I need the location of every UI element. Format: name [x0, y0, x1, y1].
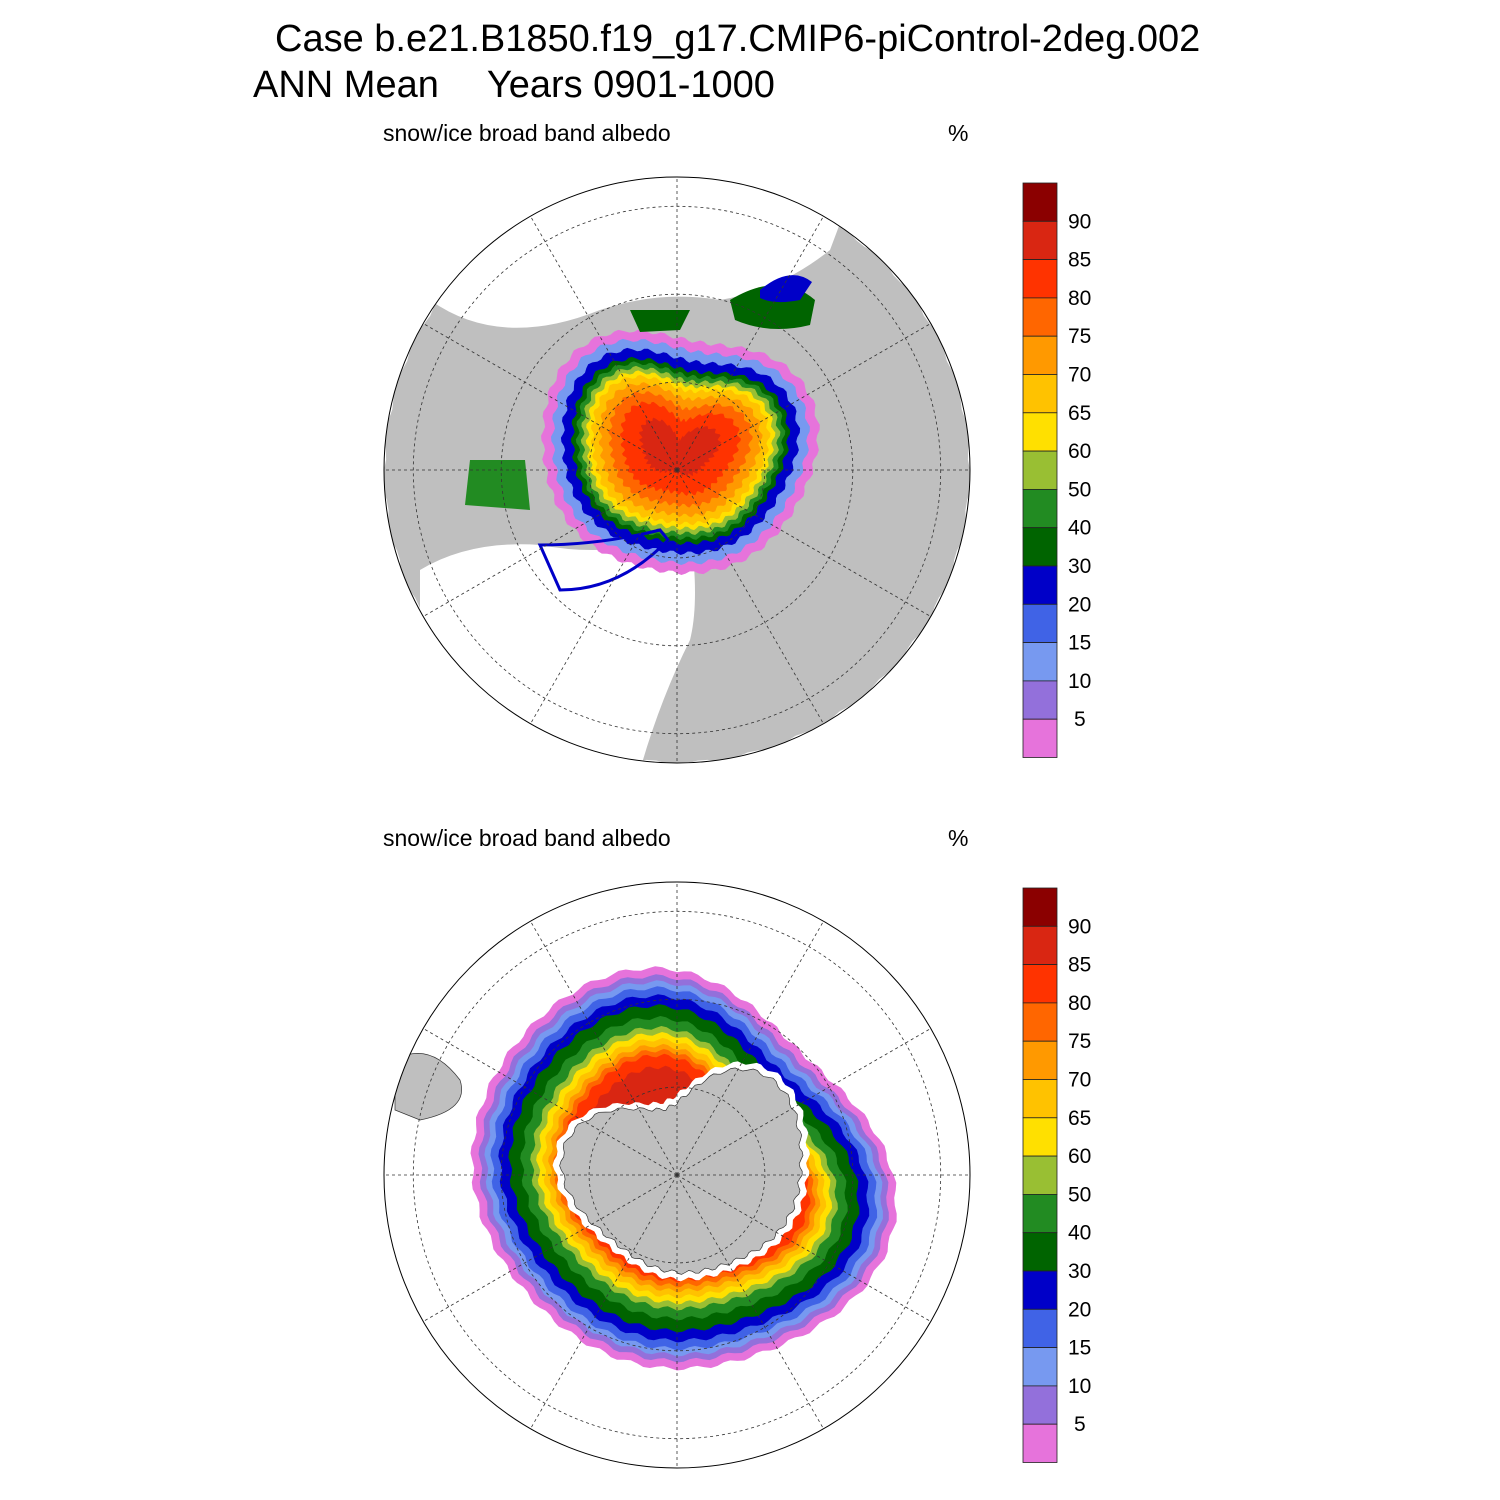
colorbar-box — [1022, 565, 1058, 605]
colorbar-label: 10 — [1068, 1375, 1091, 1398]
colorbar-box — [1022, 182, 1058, 222]
antarctica — [559, 1067, 804, 1275]
colorbar-label: 60 — [1068, 440, 1091, 463]
sh-map-title: snow/ice broad band albedo — [383, 825, 671, 851]
colorbar-box — [1022, 1270, 1058, 1310]
map-border — [383, 176, 971, 764]
colorbar-label: 90 — [1068, 210, 1091, 233]
longitude-line — [423, 1028, 678, 1176]
colorbar-label: 30 — [1068, 1260, 1091, 1283]
colorbar-box — [1022, 1040, 1058, 1080]
longitude-line — [676, 323, 931, 471]
bering-ice — [630, 310, 690, 332]
hudson-bay-ice — [465, 460, 530, 510]
colorbar-box — [1022, 718, 1058, 758]
longitude-line — [530, 216, 678, 471]
colorbar-box — [1022, 1308, 1058, 1349]
colorbar-label: 30 — [1068, 555, 1091, 578]
colorbar-label: 70 — [1068, 364, 1091, 387]
colorbar-label: 5 — [1074, 708, 1086, 731]
longitude-line — [676, 1028, 931, 1176]
longitude-line — [676, 469, 824, 724]
latitude-line — [412, 205, 942, 735]
longitude-line — [676, 1174, 931, 1322]
colorbar-label: 40 — [1068, 517, 1091, 540]
longitude-line — [423, 323, 678, 471]
colorbar-box — [1022, 297, 1058, 337]
colorbar-box — [1022, 680, 1058, 720]
longitude-line — [676, 469, 931, 617]
nh-polar-map: 90 85 80 75 70 65 60 50 40 30 20 15 10 5 — [383, 176, 1091, 764]
ice-edge — [537, 528, 670, 592]
colorbar-label: 75 — [1068, 1030, 1091, 1053]
longitude-line — [530, 921, 678, 1176]
colorbar-label: 80 — [1068, 992, 1091, 1015]
colorbar-label: 20 — [1068, 593, 1091, 616]
longitude-line — [676, 216, 824, 471]
map-border — [383, 881, 971, 1469]
longitude-line — [676, 921, 824, 1176]
colorbar-label: 40 — [1068, 1222, 1091, 1245]
colorbar-label: 50 — [1068, 478, 1091, 501]
colorbar-label: 85 — [1068, 954, 1091, 977]
colorbar-box — [1022, 1423, 1058, 1463]
colorbar-label: 70 — [1068, 1069, 1091, 1092]
longitude-line — [676, 1174, 824, 1429]
season-label: ANN Mean — [253, 64, 439, 106]
colorbar-box — [1022, 1232, 1058, 1272]
sea-ice-contour — [639, 417, 722, 477]
longitude-line — [423, 469, 678, 617]
longitude-line — [423, 1174, 678, 1322]
colorbar-box — [1022, 412, 1058, 452]
colorbar-box — [1022, 335, 1058, 375]
latitude-line — [588, 1086, 766, 1264]
colorbar-box — [1022, 925, 1058, 965]
years-label: Years 0901-1000 — [486, 64, 775, 106]
colorbar-label: 65 — [1068, 402, 1091, 425]
colorbar-box — [1022, 964, 1058, 1004]
colorbar-label: 75 — [1068, 325, 1091, 348]
colorbar-label: 15 — [1068, 1337, 1091, 1360]
colorbar-label: 5 — [1074, 1413, 1086, 1436]
colorbar-box — [1022, 1194, 1058, 1234]
colorbar-box — [1022, 1385, 1058, 1425]
nh-map-title: snow/ice broad band albedo — [383, 120, 671, 146]
colorbar-box — [1022, 1347, 1058, 1387]
colorbar-label: 20 — [1068, 1298, 1091, 1321]
okhotsk-ice-edge — [760, 275, 812, 303]
colorbar-box — [1022, 1155, 1058, 1195]
sh-units: % — [948, 825, 969, 851]
colorbar-box — [1022, 259, 1058, 299]
figure-title: Case b.e21.B1850.f19_g17.CMIP6-piControl… — [275, 18, 1201, 60]
colorbar-label: 65 — [1068, 1107, 1091, 1130]
colorbar-label: 85 — [1068, 249, 1091, 272]
sh-polar-map: 90 85 80 75 70 65 60 50 40 30 20 15 10 5 — [383, 881, 1091, 1469]
colorbar-label: 90 — [1068, 915, 1091, 938]
longitude-line — [530, 469, 678, 724]
colorbar-label: 15 — [1068, 632, 1091, 655]
colorbar-box — [1022, 220, 1058, 261]
colorbar-label: 60 — [1068, 1145, 1091, 1168]
nh-units: % — [948, 120, 969, 146]
colorbar-label: 10 — [1068, 670, 1091, 693]
colorbar-box — [1022, 488, 1058, 529]
colorbar-box — [1022, 450, 1058, 490]
colorbar-box — [1022, 1117, 1058, 1157]
colorbar-box — [1022, 603, 1058, 643]
colorbar-label: 80 — [1068, 287, 1091, 310]
colorbar-box — [1022, 1079, 1058, 1119]
longitude-line — [530, 1174, 678, 1429]
colorbar-box — [1022, 374, 1058, 414]
colorbar-box — [1022, 1002, 1058, 1042]
colorbar-box — [1022, 887, 1058, 927]
latitude-line — [412, 910, 942, 1440]
colorbar-box — [1022, 642, 1058, 682]
colorbar-box — [1022, 527, 1058, 567]
figure-subtitle: ANN Mean Years 0901-1000 — [253, 64, 775, 107]
colorbar-label: 50 — [1068, 1183, 1091, 1206]
